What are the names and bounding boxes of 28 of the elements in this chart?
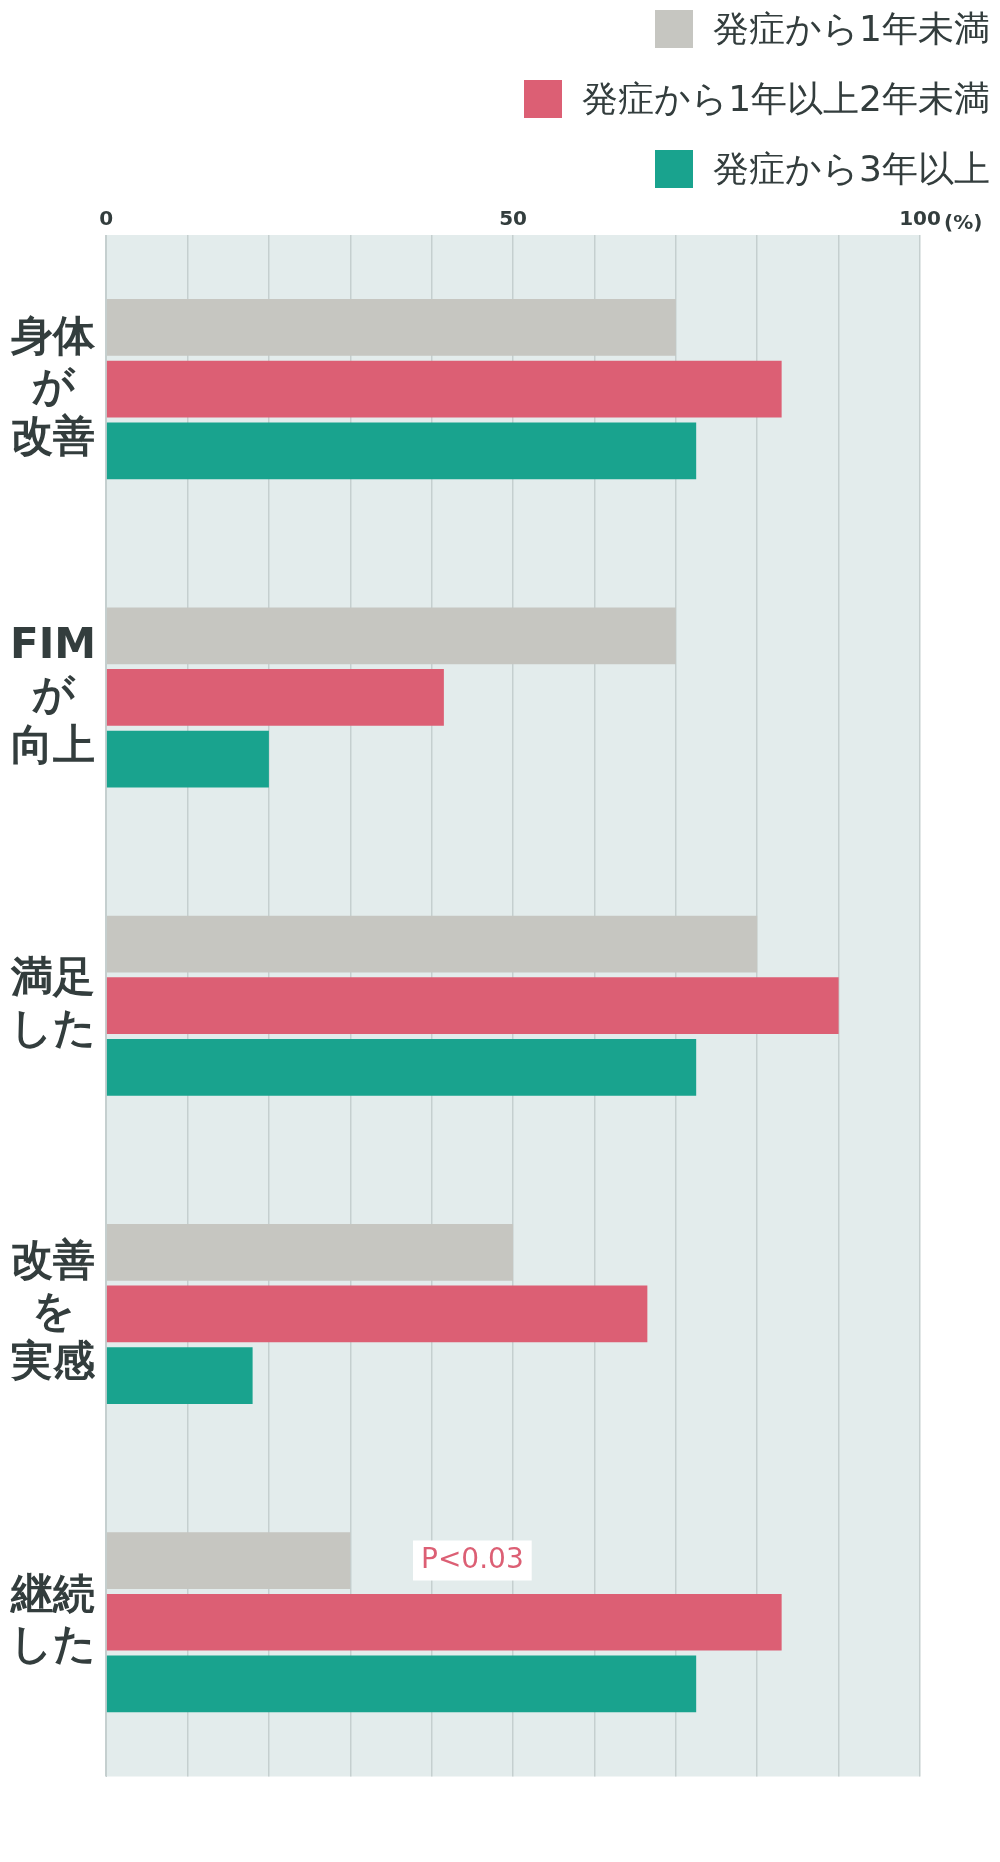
y-tick-label: 満足した — [10, 952, 97, 1052]
x-tick-label: 100 — [899, 206, 941, 231]
y-tick-label: FIMが向上 — [9, 618, 97, 769]
legend-label: 発症から3年以上 — [713, 146, 990, 191]
x-tick-label: 0 — [99, 206, 114, 231]
bar — [106, 915, 758, 973]
y-tick-label: 継続した — [10, 1568, 97, 1669]
bar — [106, 1655, 697, 1713]
bar — [106, 669, 444, 726]
bar — [106, 1038, 697, 1096]
bar — [106, 607, 676, 665]
bar — [106, 977, 839, 1035]
bar — [106, 730, 269, 788]
annotation: P<0.03 — [421, 1541, 524, 1575]
bar — [106, 1285, 648, 1343]
bar — [106, 360, 782, 418]
bar — [106, 1593, 782, 1651]
bar — [106, 1347, 253, 1404]
x-tick-label: 50 — [499, 206, 527, 231]
legend-label: 発症から1年未満 — [713, 6, 990, 51]
x-axis-title: (%) — [944, 210, 983, 235]
bar — [106, 1223, 514, 1281]
y-tick-label: 身体が改善 — [10, 310, 97, 461]
bar — [106, 299, 676, 356]
bar — [106, 1532, 351, 1589]
bar — [106, 422, 697, 480]
y-tick-label: 改善を実感 — [10, 1235, 97, 1386]
legend-label: 発症から1年以上2年未満 — [582, 76, 990, 121]
